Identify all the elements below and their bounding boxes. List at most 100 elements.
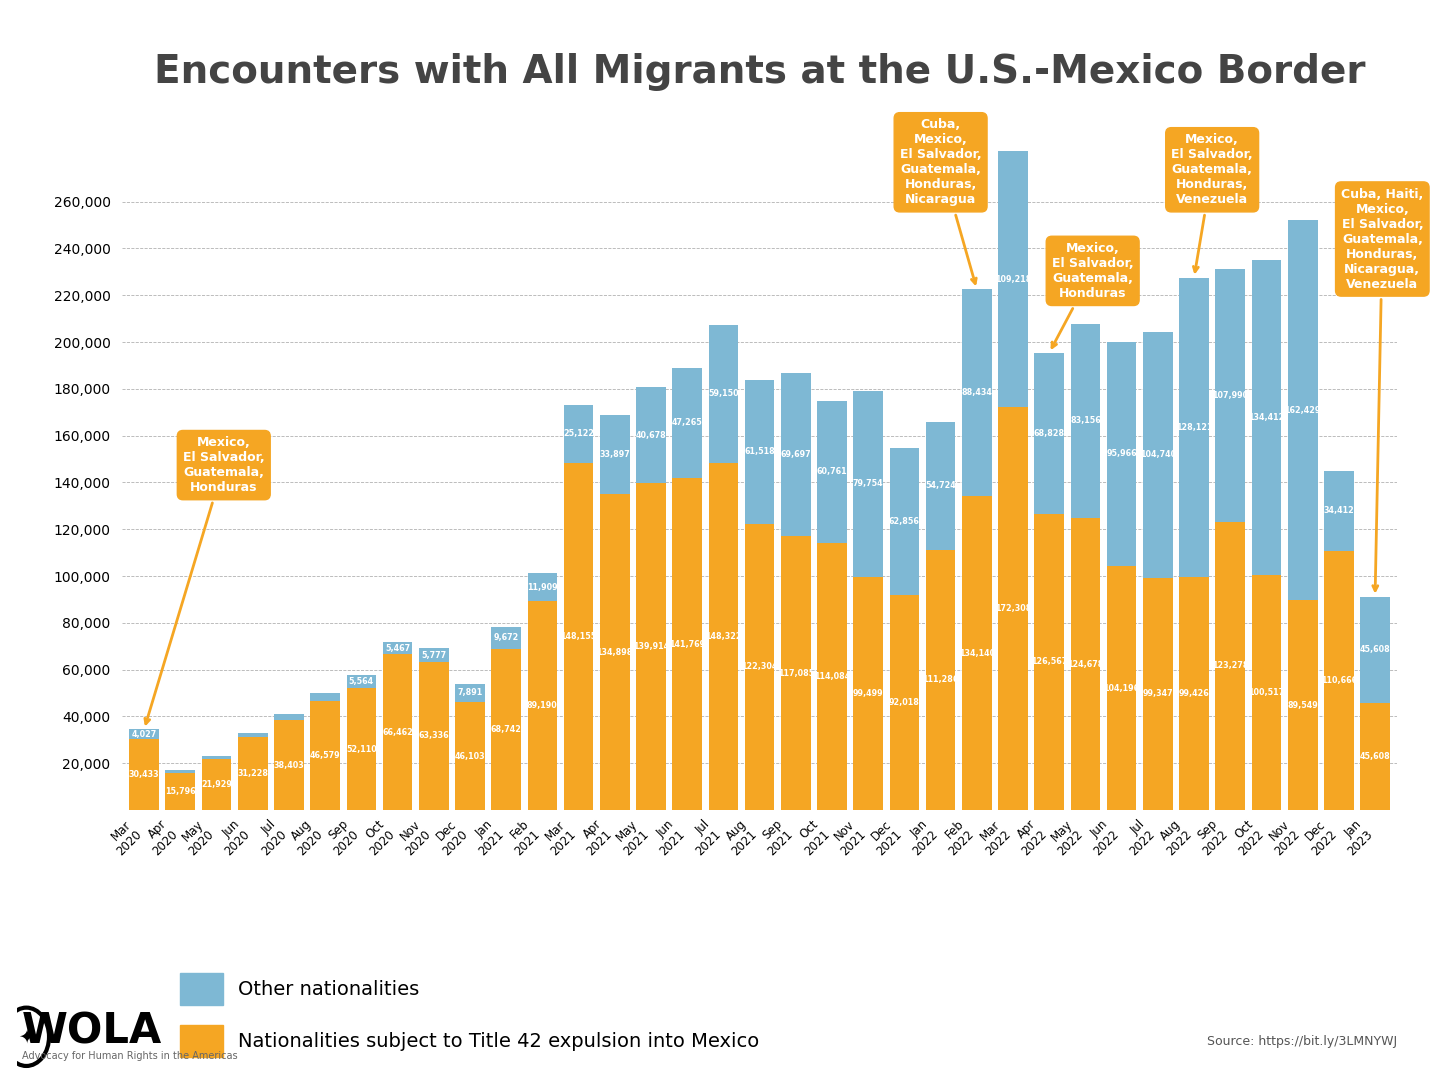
Text: 92,018: 92,018: [888, 698, 920, 706]
Bar: [636, 483, 665, 810]
Bar: [1215, 522, 1246, 810]
Bar: [962, 496, 992, 810]
Text: 89,549: 89,549: [1287, 701, 1318, 710]
Bar: [962, 289, 992, 496]
Bar: [1287, 600, 1318, 810]
Bar: [455, 684, 485, 702]
Bar: [347, 688, 376, 810]
Bar: [780, 536, 811, 810]
Text: 54,724: 54,724: [926, 481, 956, 490]
Bar: [491, 649, 521, 810]
Text: 46,579: 46,579: [310, 751, 340, 760]
Bar: [926, 550, 956, 810]
Text: Mexico,
El Salvador,
Guatemala,
Honduras: Mexico, El Salvador, Guatemala, Honduras: [1051, 242, 1133, 348]
Bar: [1323, 471, 1354, 551]
Text: 46,103: 46,103: [455, 752, 485, 760]
Text: Cuba,
Mexico,
El Salvador,
Guatemala,
Honduras,
Nicaragua: Cuba, Mexico, El Salvador, Guatemala, Ho…: [900, 119, 982, 284]
Text: 126,567: 126,567: [1031, 658, 1067, 666]
Text: Cuba, Haiti,
Mexico,
El Salvador,
Guatemala,
Honduras,
Nicaragua,
Venezuela: Cuba, Haiti, Mexico, El Salvador, Guatem…: [1341, 188, 1424, 591]
Bar: [563, 463, 593, 810]
Bar: [491, 626, 521, 649]
Bar: [708, 324, 739, 463]
Text: 79,754: 79,754: [852, 480, 884, 488]
Text: 128,121: 128,121: [1176, 423, 1212, 432]
Text: 30,433: 30,433: [128, 770, 160, 779]
Bar: [1361, 703, 1390, 810]
Bar: [1107, 566, 1136, 810]
Text: 148,155: 148,155: [560, 632, 596, 642]
Bar: [202, 758, 232, 810]
Bar: [636, 388, 665, 483]
Title: Encounters with All Migrants at the U.S.-Mexico Border: Encounters with All Migrants at the U.S.…: [154, 53, 1365, 91]
Bar: [1179, 578, 1210, 810]
Text: 69,697: 69,697: [780, 450, 811, 459]
Text: 63,336: 63,336: [419, 731, 449, 741]
Text: 5,467: 5,467: [384, 644, 410, 652]
Bar: [527, 573, 557, 602]
Bar: [563, 405, 593, 463]
Text: 68,742: 68,742: [491, 725, 521, 734]
Bar: [816, 401, 847, 543]
Text: 4,027: 4,027: [131, 730, 157, 739]
Text: 134,140: 134,140: [959, 649, 995, 658]
Text: 33,897: 33,897: [599, 450, 631, 459]
Bar: [708, 463, 739, 810]
Bar: [672, 367, 703, 478]
Text: 124,678: 124,678: [1067, 660, 1103, 669]
Bar: [1179, 278, 1210, 578]
Text: 9,672: 9,672: [494, 633, 518, 643]
Text: 68,828: 68,828: [1034, 429, 1064, 437]
Text: 109,218: 109,218: [995, 274, 1031, 284]
Bar: [780, 373, 811, 536]
Bar: [1107, 341, 1136, 566]
Bar: [1323, 551, 1354, 810]
Text: 60,761: 60,761: [816, 468, 847, 476]
Bar: [166, 770, 196, 773]
Bar: [455, 702, 485, 810]
Text: 31,228: 31,228: [238, 769, 268, 778]
Text: ✦: ✦: [19, 1027, 35, 1047]
Text: 114,084: 114,084: [814, 672, 850, 681]
Bar: [527, 602, 557, 810]
Text: 89,190: 89,190: [527, 701, 557, 711]
Text: 100,517: 100,517: [1248, 688, 1284, 697]
Text: 45,608: 45,608: [1359, 646, 1391, 654]
Bar: [816, 543, 847, 810]
Bar: [383, 654, 412, 810]
Text: 7,891: 7,891: [458, 688, 482, 698]
Bar: [1361, 596, 1390, 703]
Text: 162,429: 162,429: [1284, 406, 1320, 415]
Bar: [274, 714, 304, 720]
Text: 5,564: 5,564: [348, 677, 374, 686]
Bar: [202, 756, 232, 758]
Text: 5,777: 5,777: [420, 650, 446, 660]
Bar: [1287, 220, 1318, 600]
Bar: [419, 662, 449, 810]
Bar: [310, 701, 340, 810]
Text: 99,347: 99,347: [1142, 689, 1174, 699]
Bar: [1034, 353, 1064, 514]
Text: 40,678: 40,678: [635, 431, 667, 440]
Text: 172,308: 172,308: [995, 604, 1031, 612]
Text: 99,499: 99,499: [852, 689, 884, 698]
Text: 104,740: 104,740: [1140, 450, 1176, 459]
Text: 83,156: 83,156: [1070, 417, 1100, 426]
Bar: [998, 151, 1028, 407]
Text: 21,929: 21,929: [202, 780, 232, 788]
Bar: [998, 407, 1028, 810]
Text: Mexico,
El Salvador,
Guatemala,
Honduras: Mexico, El Salvador, Guatemala, Honduras: [145, 436, 265, 724]
Bar: [274, 720, 304, 810]
Text: 15,796: 15,796: [166, 787, 196, 796]
Text: 148,322: 148,322: [706, 632, 742, 640]
Text: 52,110: 52,110: [346, 744, 377, 754]
Text: 111,286: 111,286: [923, 675, 959, 685]
Text: 11,909: 11,909: [527, 583, 557, 592]
Bar: [744, 524, 775, 810]
Text: 95,966: 95,966: [1106, 449, 1138, 458]
Text: 61,518: 61,518: [744, 447, 775, 457]
Text: 88,434: 88,434: [962, 388, 992, 397]
Bar: [166, 773, 196, 810]
Text: 107,990: 107,990: [1212, 391, 1248, 400]
Bar: [854, 391, 883, 577]
Text: 134,898: 134,898: [596, 648, 634, 657]
